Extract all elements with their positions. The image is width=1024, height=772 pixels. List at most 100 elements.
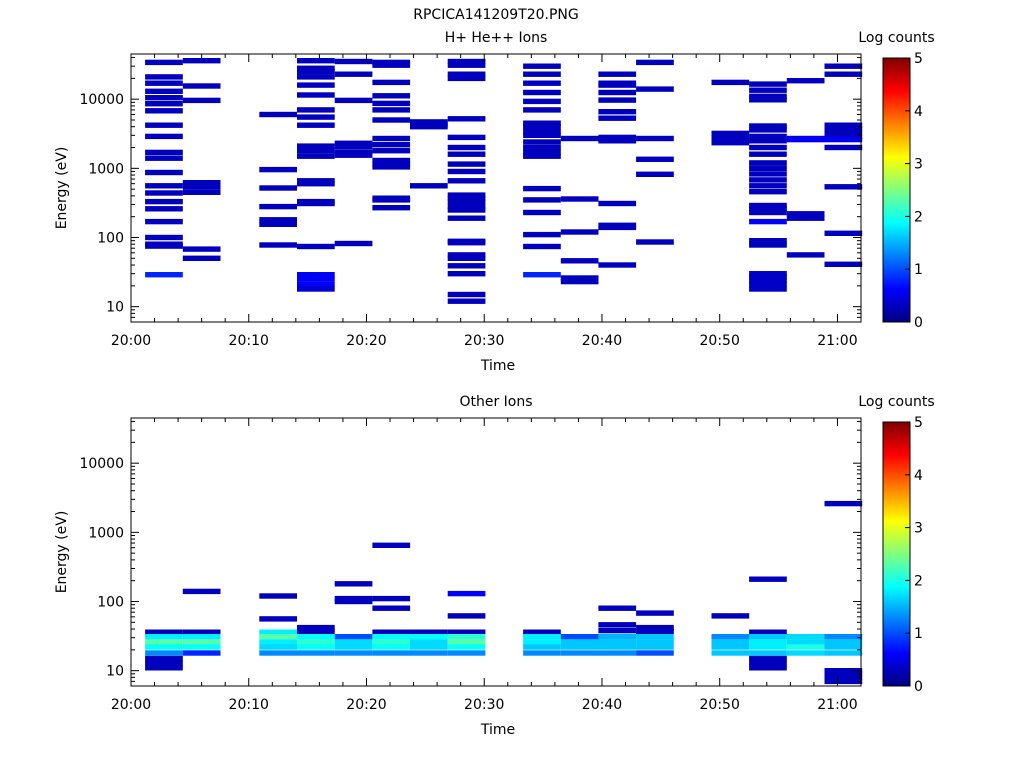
plot-frame [130, 53, 862, 323]
heatmap-cell [749, 242, 787, 248]
heatmap-cell [182, 58, 221, 64]
heatmap-cell [372, 142, 411, 148]
heatmap-cell [372, 107, 411, 113]
heatmap-cell [372, 542, 411, 548]
heatmap-cell [182, 246, 221, 252]
heatmap-cell [749, 171, 787, 177]
heatmap-cell [182, 634, 221, 640]
colorbar-tick-label: 5 [914, 51, 923, 67]
heatmap-cell [259, 634, 297, 640]
heatmap-cell [711, 130, 750, 137]
heatmap-cell [447, 650, 486, 656]
x-tick-label: 20:00 [111, 697, 151, 713]
heatmap-cell [523, 153, 561, 159]
heatmap-cell [749, 218, 787, 225]
heatmap-cell [560, 258, 599, 264]
heatmap-cell [182, 189, 221, 195]
heatmap-cell [523, 128, 561, 135]
heatmap-cell [749, 271, 787, 277]
heatmap-cell [711, 639, 750, 645]
x-axis: 20:00 20:10 20:20 20:30 20:40 20:50 21:00 [111, 418, 862, 713]
heatmap-cell [297, 628, 335, 635]
heatmap-cell [711, 650, 750, 656]
heatmap-cell [145, 95, 183, 101]
heatmap-cell [410, 634, 448, 640]
heatmap-cell [749, 238, 787, 244]
heatmap-cell [447, 161, 486, 167]
heatmap-cell [145, 59, 183, 66]
heatmap-cell [749, 286, 787, 292]
heatmap-cell [297, 286, 335, 292]
panel-other-ions: 20:00 20:10 20:20 20:30 20:40 20:50 21:00 Time 1… [54, 394, 935, 738]
heatmap-cell [259, 639, 297, 645]
heatmap-cell [410, 124, 448, 130]
heatmap-cell [749, 183, 787, 189]
heatmap-cell [824, 639, 863, 645]
heatmap-cell [447, 252, 486, 258]
heatmap-cell [711, 79, 750, 86]
heatmap-cell [598, 97, 637, 103]
heatmap-cell [372, 639, 411, 645]
heatmap-cell [372, 62, 411, 68]
heatmap-cell [182, 629, 221, 635]
heatmap-cell [297, 276, 335, 282]
heatmap-cell [598, 650, 637, 656]
heatmap-cell [749, 665, 787, 671]
heatmap-cell [297, 624, 335, 631]
heatmap-cell [372, 634, 411, 640]
heatmap-cell [824, 71, 863, 77]
heatmap-cell [297, 153, 335, 159]
heatmap-cell [297, 281, 335, 288]
colorbar-tick-label: 0 [914, 315, 923, 331]
heatmap-cell [824, 678, 863, 685]
heatmap-cell [297, 272, 335, 278]
y-tick-label: 10 [106, 300, 124, 316]
heatmap-cell [523, 185, 561, 192]
y-tick-label: 100 [97, 594, 124, 610]
heatmap-cell [749, 639, 787, 645]
heatmap-cell [259, 166, 297, 173]
heatmap-cell [598, 622, 637, 628]
heatmap-cell [824, 650, 863, 656]
heatmap-cell [749, 202, 787, 209]
x-tick-label: 20:10 [229, 333, 269, 349]
heatmap-cell [410, 639, 448, 645]
heatmap-cell [447, 590, 486, 597]
colorbar-gradient [882, 57, 911, 323]
heatmap-cell [636, 624, 674, 631]
y-tick-label: 100 [97, 230, 124, 246]
x-tick-label: 20:20 [346, 333, 386, 349]
heatmap-cell [145, 155, 183, 161]
heatmap-cell [259, 616, 297, 622]
heatmap-cell [749, 165, 787, 171]
heatmap-cell [145, 108, 183, 114]
heatmap-cell [749, 87, 787, 93]
heatmap-cell [560, 275, 599, 281]
heatmap-cell [259, 650, 297, 656]
heatmap-cell [824, 126, 863, 132]
x-tick-label: 20:50 [700, 697, 740, 713]
x-tick-label: 21:00 [817, 697, 857, 713]
heatmap-cell [598, 82, 637, 88]
heatmap-cell [523, 149, 561, 156]
panel-title: H+ He++ Ions [445, 30, 548, 46]
heatmap-cell [410, 644, 448, 650]
heatmap-cell [297, 114, 335, 120]
heatmap-cell [297, 148, 335, 154]
heatmap-cell [145, 243, 183, 249]
heatmap-cell [447, 255, 486, 261]
heatmap-cell [145, 655, 183, 662]
heatmap-cell [145, 133, 183, 140]
heatmap-cell [447, 168, 486, 175]
heatmap-cell [259, 185, 297, 191]
heatmap-cell [372, 100, 411, 107]
heatmap-cell [145, 198, 183, 205]
heatmap-cell [523, 243, 561, 250]
heatmap-cell [145, 650, 183, 656]
heatmap-cell [749, 209, 787, 216]
heatmap-cell [598, 634, 637, 640]
heatmap-cell [145, 634, 183, 640]
heatmap-cell [334, 240, 373, 247]
heatmap-cell [749, 81, 787, 87]
heatmap-cell [447, 116, 486, 122]
